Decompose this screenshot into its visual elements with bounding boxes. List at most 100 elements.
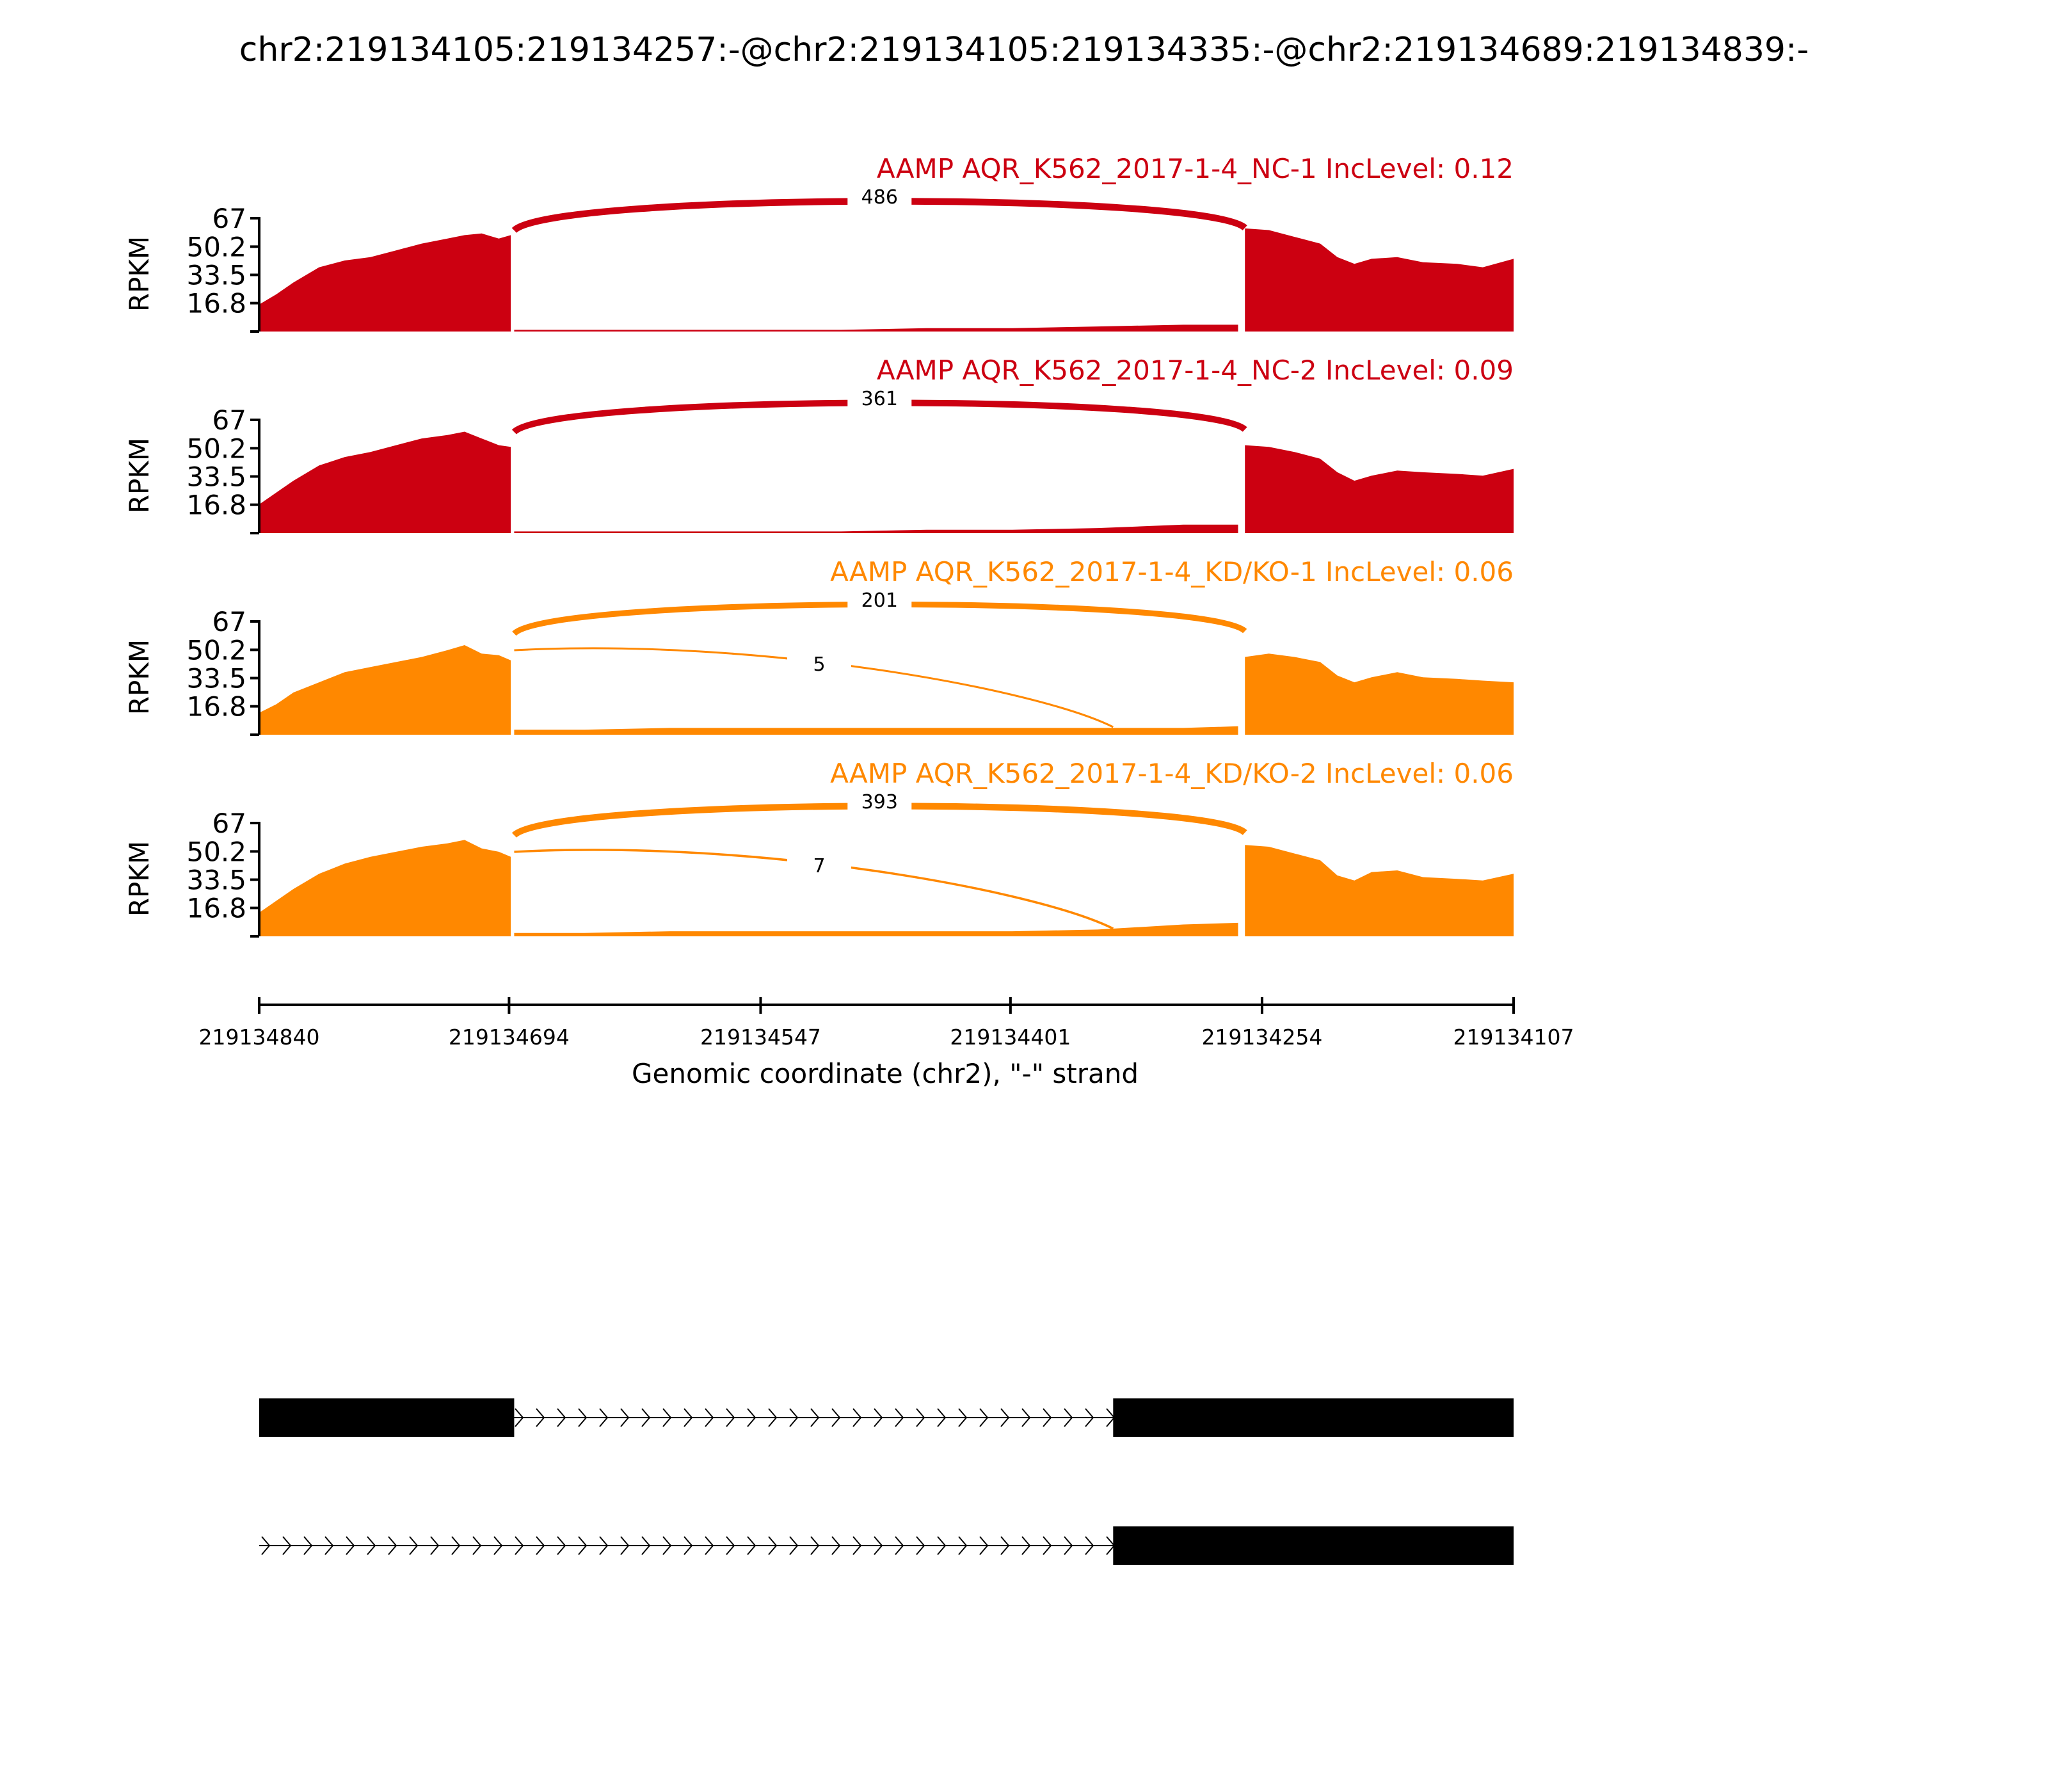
- y-tick-label: 16.8: [186, 691, 246, 723]
- junction-label-bg: [847, 589, 912, 612]
- junction-label: 7: [813, 855, 825, 877]
- y-tick-label: 33.5: [186, 663, 246, 694]
- strand-chevron: [515, 1536, 524, 1555]
- x-tick-label: 219134254: [1201, 1025, 1322, 1050]
- strand-chevron: [705, 1408, 714, 1427]
- x-axis: 219134840 219134694 219134547 219134401 2191…: [199, 997, 1574, 1089]
- strand-chevron: [430, 1536, 440, 1555]
- strand-chevron: [536, 1408, 545, 1427]
- strand-chevron: [789, 1408, 799, 1427]
- strand-chevron: [557, 1536, 566, 1555]
- strand-chevron: [282, 1536, 292, 1555]
- y-axis-label: RPKM: [124, 639, 155, 715]
- strand-chevron: [726, 1536, 735, 1555]
- x-tick-label: 219134840: [199, 1025, 320, 1050]
- isoform-track: [259, 1398, 1514, 1565]
- strand-chevron: [1000, 1408, 1010, 1427]
- coverage-area-middle: [514, 922, 1238, 936]
- strand-chevron: [831, 1536, 841, 1555]
- junction-arc: [514, 849, 1114, 930]
- strand-chevron: [1085, 1536, 1094, 1555]
- isoform: [259, 1526, 1514, 1565]
- junction-label: 393: [861, 791, 898, 813]
- x-tick-label: 219134694: [449, 1025, 570, 1050]
- isoform: [259, 1398, 1514, 1437]
- strand-chevron: [726, 1408, 735, 1427]
- strand-chevron: [409, 1536, 419, 1555]
- coverage-area-upstream: [259, 840, 511, 936]
- strand-chevron: [662, 1536, 672, 1555]
- strand-chevron: [515, 1408, 524, 1427]
- strand-chevron: [493, 1536, 503, 1555]
- exon-block: [1113, 1526, 1514, 1565]
- junction-label: 5: [813, 653, 825, 676]
- y-tick-label: 50.2: [186, 231, 246, 262]
- strand-chevron: [895, 1536, 904, 1555]
- strand-chevron: [768, 1408, 778, 1427]
- coverage-area-upstream: [259, 233, 511, 332]
- strand-chevron: [852, 1408, 862, 1427]
- strand-chevron: [684, 1408, 693, 1427]
- strand-chevron: [1000, 1536, 1010, 1555]
- strand-chevron: [1085, 1408, 1094, 1427]
- strand-chevron: [684, 1536, 693, 1555]
- strand-chevron: [874, 1408, 883, 1427]
- y-axis-label: RPKM: [124, 236, 155, 312]
- y-tick-label: 33.5: [186, 461, 246, 493]
- junction-label: 486: [861, 186, 898, 209]
- coverage-area-downstream: [1245, 653, 1514, 735]
- x-tick-label: 219134401: [950, 1025, 1071, 1050]
- panel-title: AAMP AQR_K562_2017-1-4_NC-2 IncLevel: 0.…: [877, 355, 1514, 386]
- strand-chevron: [789, 1536, 799, 1555]
- junction-arc: [514, 647, 1114, 728]
- y-tick-label: 16.8: [186, 288, 246, 319]
- strand-chevron: [747, 1536, 756, 1555]
- coverage-panel: AAMP AQR_K562_2017-1-4_NC-1 IncLevel: 0.…: [124, 153, 1514, 333]
- strand-chevron: [705, 1536, 714, 1555]
- junction-label-bg: [787, 854, 851, 877]
- y-axis-label: RPKM: [124, 438, 155, 513]
- strand-chevron: [261, 1536, 271, 1555]
- strand-chevron: [641, 1408, 651, 1427]
- coverage-area-middle: [514, 524, 1238, 533]
- y-tick-label: 50.2: [186, 433, 246, 464]
- junction-label-bg: [787, 653, 851, 676]
- x-axis-label: Genomic coordinate (chr2), "-" strand: [632, 1058, 1139, 1089]
- figure-title: chr2:219134105:219134257:-@chr2:21913410…: [239, 31, 1809, 69]
- strand-chevron: [852, 1536, 862, 1555]
- strand-chevron: [768, 1536, 778, 1555]
- strand-chevron: [620, 1536, 630, 1555]
- y-tick-label: 67: [212, 808, 246, 839]
- strand-chevron: [303, 1536, 313, 1555]
- coverage-panels: AAMP AQR_K562_2017-1-4_NC-1 IncLevel: 0.…: [124, 153, 1514, 938]
- exon-block: [1113, 1398, 1514, 1437]
- strand-chevron: [367, 1536, 376, 1555]
- strand-chevron: [747, 1408, 756, 1427]
- strand-chevron: [620, 1408, 630, 1427]
- strand-chevron: [599, 1408, 609, 1427]
- panel-title: AAMP AQR_K562_2017-1-4_NC-1 IncLevel: 0.…: [877, 153, 1514, 184]
- strand-chevron: [958, 1536, 968, 1555]
- junction-label-bg: [847, 387, 912, 410]
- junction-label: 201: [861, 589, 898, 612]
- x-tick-label: 219134107: [1453, 1025, 1574, 1050]
- strand-chevron: [557, 1408, 566, 1427]
- junction-label: 361: [861, 388, 898, 410]
- strand-chevron: [958, 1408, 968, 1427]
- coverage-area-middle: [514, 324, 1238, 332]
- strand-chevron: [1064, 1408, 1073, 1427]
- strand-chevron: [937, 1408, 947, 1427]
- panel-title: AAMP AQR_K562_2017-1-4_KD/KO-1 IncLevel:…: [830, 556, 1514, 588]
- y-tick-label: 50.2: [186, 836, 246, 867]
- coverage-panel: AAMP AQR_K562_2017-1-4_NC-2 IncLevel: 0.…: [124, 355, 1514, 534]
- strand-chevron: [388, 1536, 397, 1555]
- strand-chevron: [810, 1408, 820, 1427]
- y-tick-label: 16.8: [186, 893, 246, 924]
- strand-chevron: [324, 1536, 334, 1555]
- strand-chevron: [451, 1536, 461, 1555]
- strand-chevron: [979, 1408, 989, 1427]
- y-tick-label: 33.5: [186, 260, 246, 291]
- strand-chevron: [895, 1408, 904, 1427]
- y-axis-label: RPKM: [124, 841, 155, 916]
